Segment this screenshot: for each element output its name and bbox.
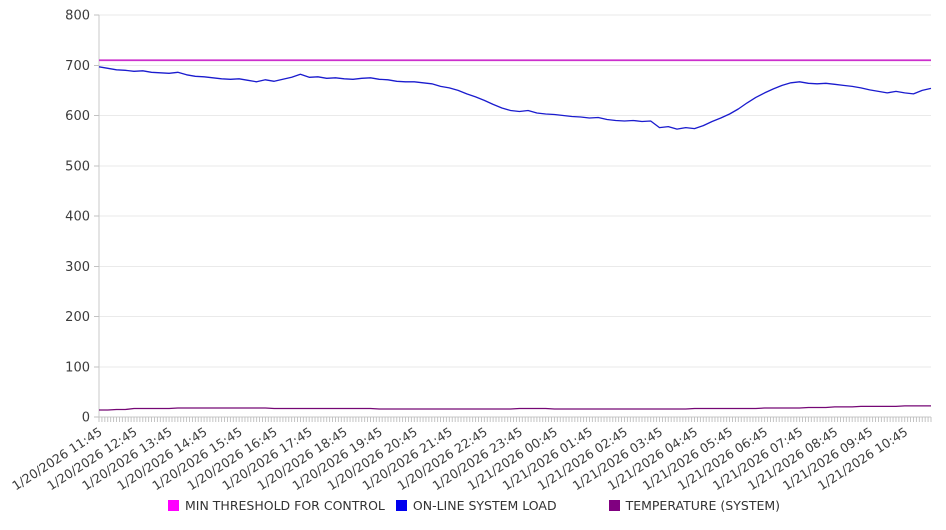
y-tick-label: 400 (65, 210, 90, 225)
series-system-load-line (98, 66, 932, 130)
y-tick-label: 500 (65, 159, 90, 174)
legend-swatch-system-load-icon (395, 500, 407, 511)
legend-item-temperature[interactable]: TEMPERATURE (SYSTEM) (608, 498, 781, 513)
x-tick-labels: 1/20/2026 11:451/20/2026 12:451/20/2026 … (9, 424, 910, 493)
y-tick-label: 0 (82, 411, 90, 426)
legend-label-min-threshold: MIN THRESHOLD FOR CONTROL (185, 498, 385, 513)
y-tick-label: 200 (65, 310, 90, 325)
y-tick-label: 800 (65, 9, 90, 24)
series-temperature-line (99, 405, 931, 411)
y-tick-label: 300 (65, 260, 90, 275)
y-tick-label: 100 (65, 360, 90, 375)
y-tick-labels: 0 100 200 300 400 500 600 700 800 (65, 9, 90, 426)
legend-swatch-temperature-icon (608, 500, 620, 511)
chart-legend: MIN THRESHOLD FOR CONTROL ON-LINE SYSTEM… (168, 498, 780, 513)
legend-item-system-load[interactable]: ON-LINE SYSTEM LOAD (395, 498, 557, 513)
legend-swatch-min-threshold-icon (168, 500, 179, 511)
y-tick-label: 700 (65, 59, 90, 74)
legend-label-system-load: ON-LINE SYSTEM LOAD (412, 498, 557, 513)
y-gridlines (99, 14, 931, 418)
y-tick-marks (94, 14, 99, 418)
y-tick-label: 600 (65, 109, 90, 124)
x-minor-ticks (98, 417, 932, 422)
legend-item-min-threshold[interactable]: MIN THRESHOLD FOR CONTROL (168, 498, 385, 513)
legend-label-temperature: TEMPERATURE (SYSTEM) (625, 498, 781, 513)
